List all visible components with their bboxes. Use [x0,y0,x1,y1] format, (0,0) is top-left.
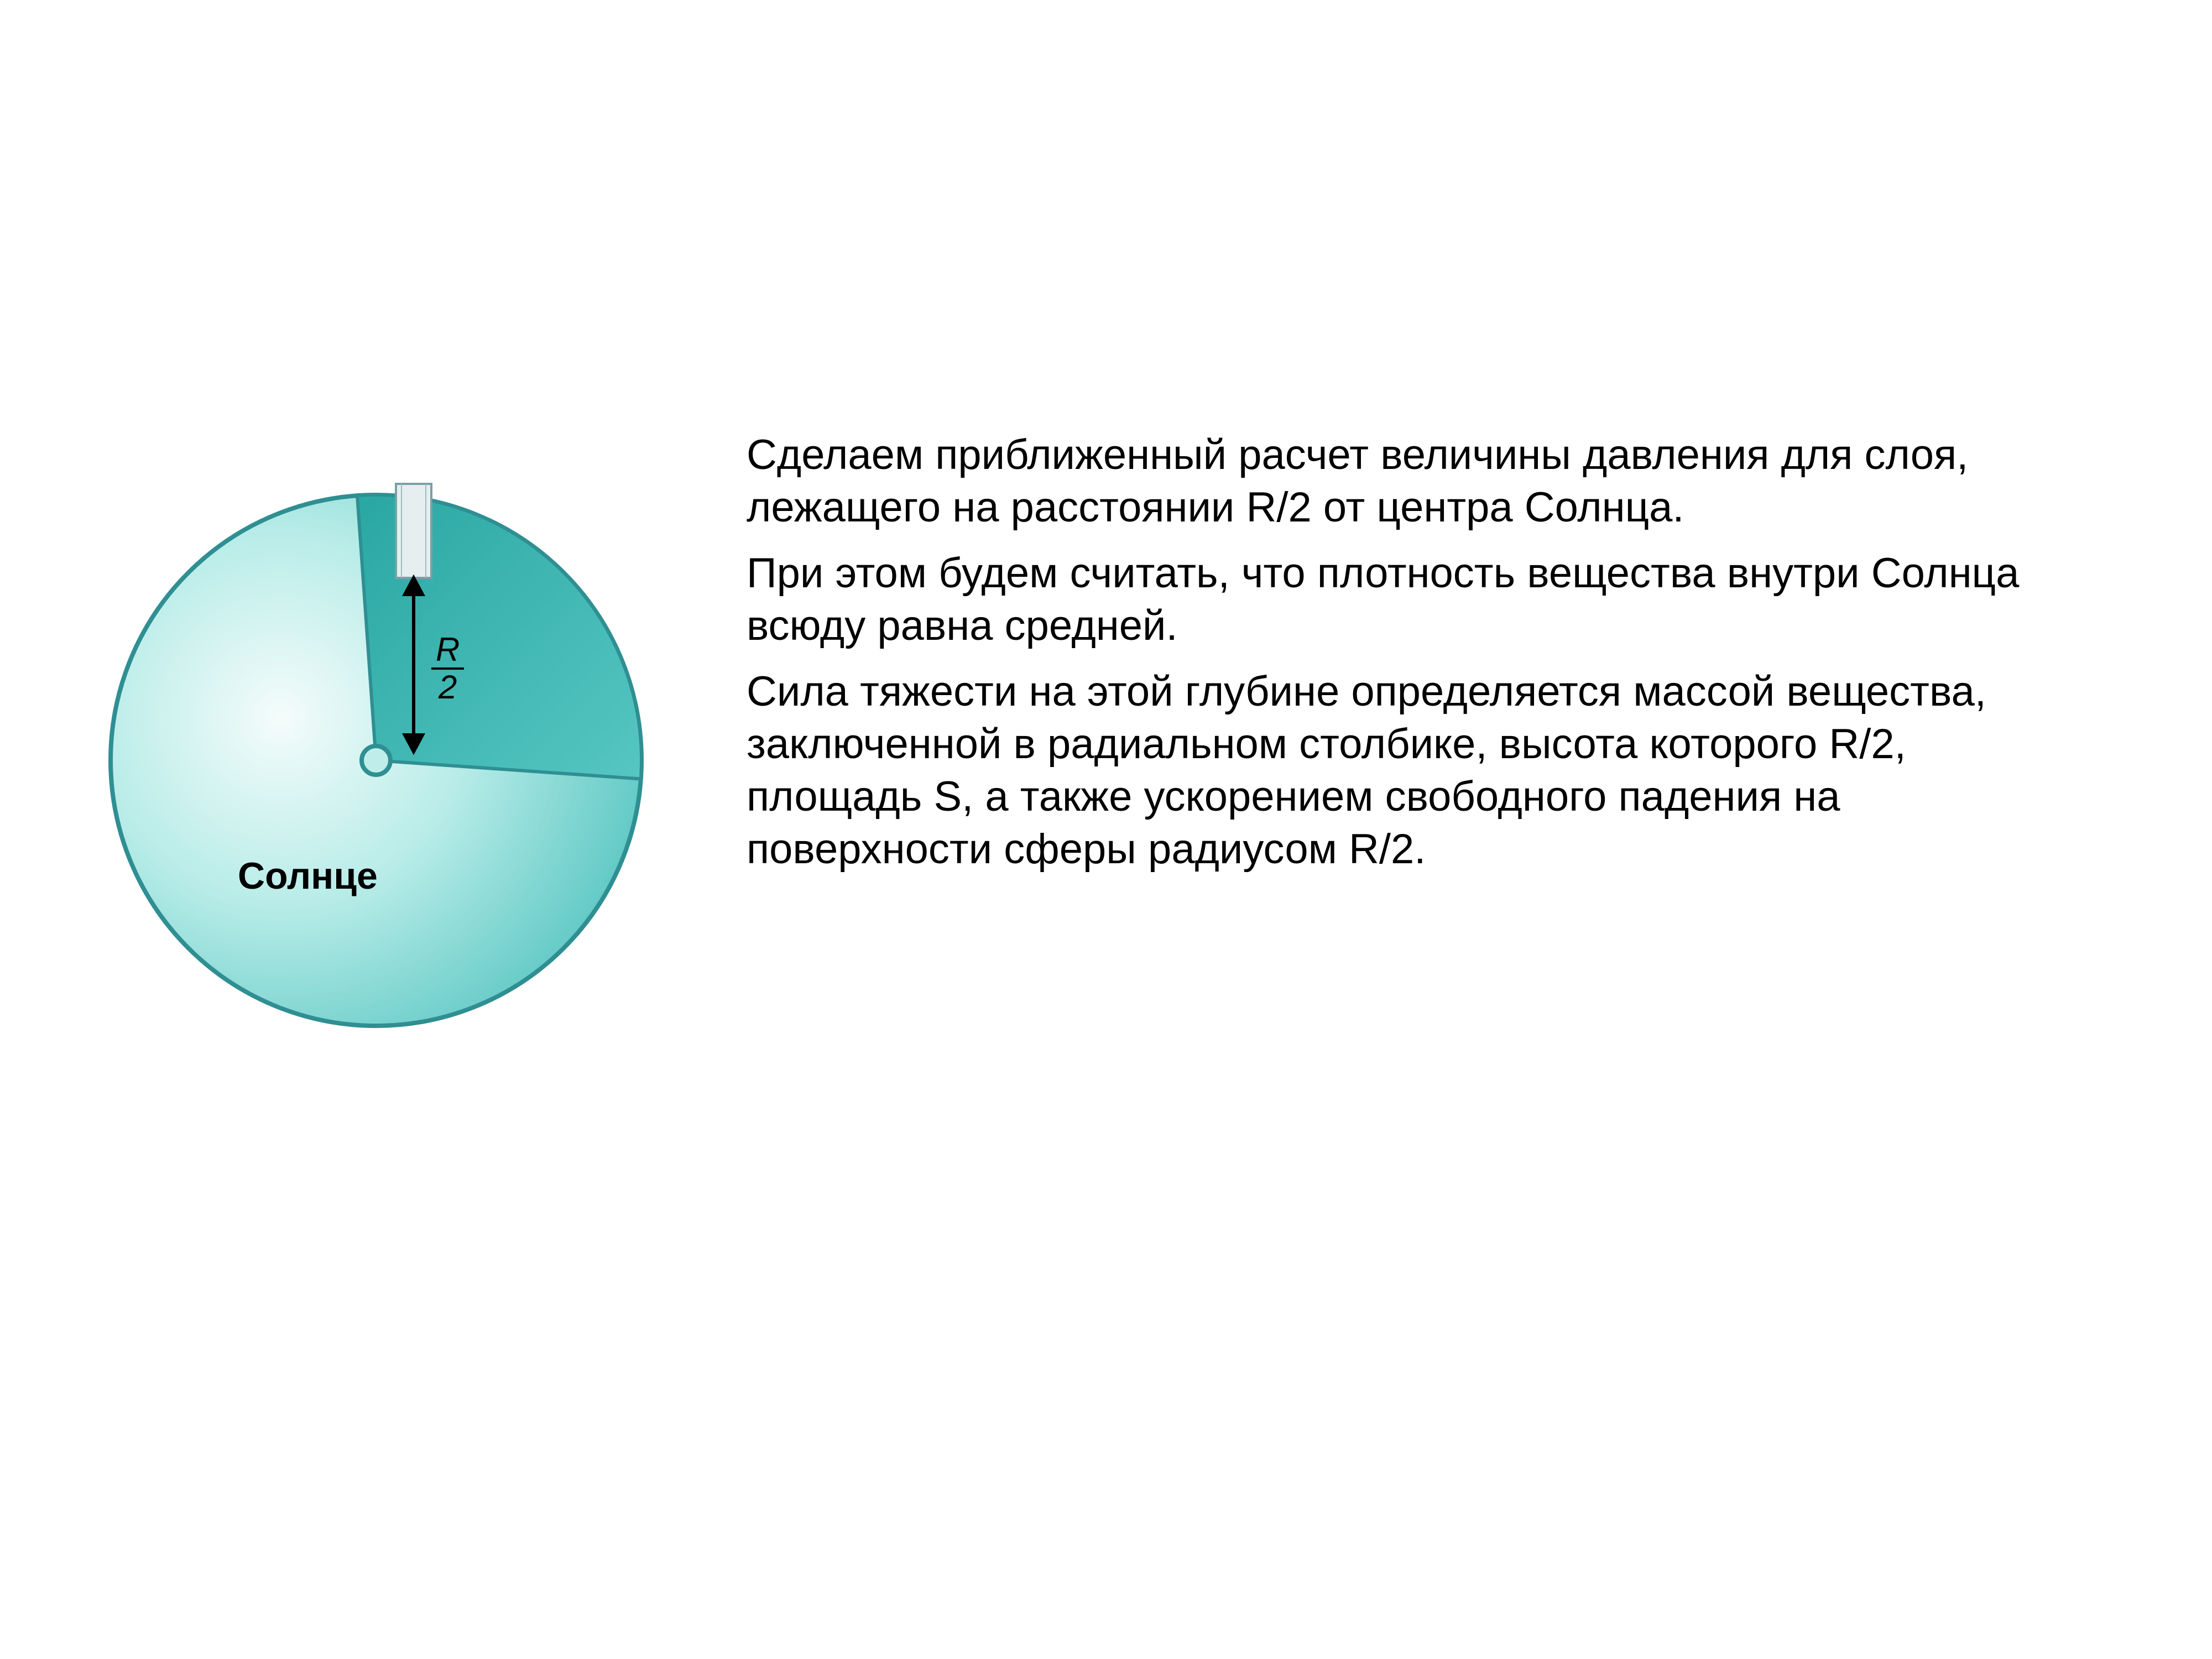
center-marker [362,746,390,775]
text-column: Сделаем приближенный расчет величины дав… [747,429,2090,889]
slide-content: R 2 Солнце Сделаем приближенный расчет в… [94,429,2090,1059]
paragraph-3: Сила тяжести на этой глубине определяетс… [747,665,2090,875]
paragraph-2: При этом будем считать, что плотность ве… [747,547,2090,652]
radial-column [396,484,431,578]
sun-diagram: R 2 Солнце [94,429,658,1059]
sun-label: Солнце [238,854,378,898]
sun-diagram-svg [94,429,658,1059]
paragraph-1: Сделаем приближенный расчет величины дав… [747,429,2090,534]
r-over-2-label: R 2 [431,633,464,704]
fraction-numer: R [431,633,464,670]
fraction-denom: 2 [431,670,464,704]
